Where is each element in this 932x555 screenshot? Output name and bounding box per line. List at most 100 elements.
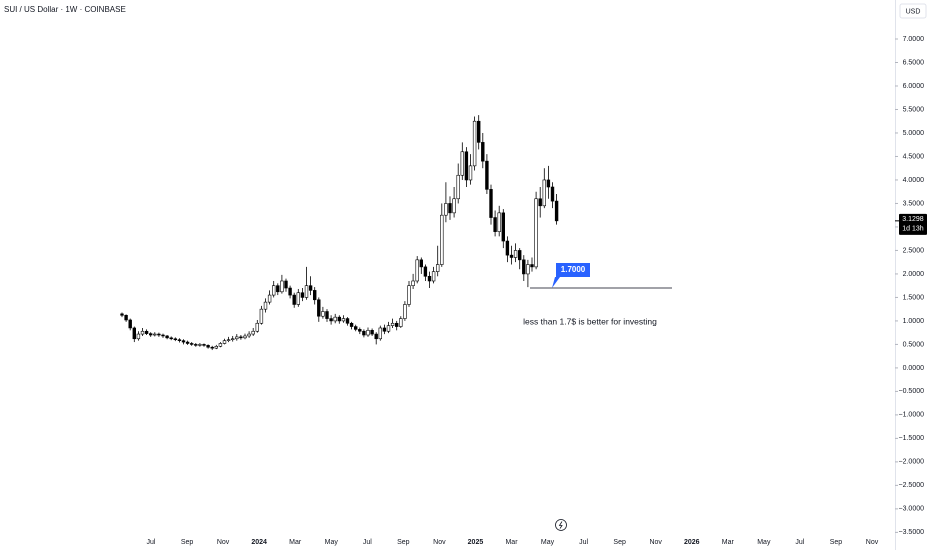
candle-body	[472, 120, 477, 167]
x-tick-label: Nov	[217, 539, 230, 546]
candles	[120, 115, 559, 351]
x-tick-label: 2024	[251, 539, 267, 546]
candle-body	[415, 259, 419, 282]
y-tick-label: 0.0000	[903, 365, 925, 372]
x-tick-label: Mar	[289, 539, 302, 546]
candle-body	[222, 340, 227, 344]
y-tick-label: 3.5000	[903, 200, 925, 207]
candle-body	[149, 333, 153, 336]
candle-body	[497, 212, 501, 232]
candle-body	[431, 271, 436, 282]
candle-body	[198, 344, 202, 346]
replay-icon[interactable]	[555, 519, 567, 531]
candle-body	[476, 120, 481, 143]
y-tick-label: 4.5000	[903, 153, 925, 160]
candle-body	[550, 186, 555, 202]
candle-body	[120, 313, 124, 316]
candle-body	[144, 330, 149, 334]
candle-body	[136, 333, 141, 340]
candle-body	[202, 344, 206, 346]
candle-body	[542, 179, 547, 207]
candle-body	[370, 330, 374, 335]
candle-body	[460, 151, 464, 176]
candle-body	[181, 340, 186, 343]
candle-body	[489, 189, 493, 218]
x-tick-label: Sep	[181, 539, 194, 546]
y-tick-label: 0.5000	[903, 341, 925, 348]
x-tick-label: Nov	[433, 539, 446, 546]
candle-body	[345, 318, 350, 324]
candle-body	[251, 330, 255, 335]
candle-body	[329, 318, 333, 322]
candle-body	[362, 330, 366, 336]
candle-body	[177, 339, 182, 341]
candle-body	[218, 343, 223, 347]
x-tick-label: Nov	[866, 539, 879, 546]
candle-body	[390, 322, 395, 326]
candle-body	[276, 285, 280, 293]
replay-circle	[555, 519, 567, 531]
candle-body	[239, 336, 243, 339]
candle-body	[206, 345, 210, 348]
candle-body	[403, 304, 407, 319]
candle-body	[407, 285, 411, 305]
candle-body	[341, 318, 346, 322]
candle-body	[526, 264, 530, 275]
y-tick-label: −2.0000	[899, 459, 925, 466]
currency-box[interactable]	[899, 3, 927, 19]
candle-body	[308, 285, 313, 291]
candle-body	[456, 174, 460, 200]
callout-label: 1.7000	[561, 265, 586, 274]
candle-body	[165, 335, 169, 339]
candle-body	[423, 266, 428, 277]
candle-body	[399, 318, 403, 327]
candle-body	[124, 314, 128, 321]
y-tick-label: 4.0000	[903, 177, 925, 184]
candle-body	[382, 327, 387, 332]
y-tick-label: 2.0000	[903, 271, 925, 278]
y-tick-label: −2.5000	[899, 482, 925, 489]
candle-body	[128, 319, 132, 329]
candle-body	[296, 292, 300, 305]
candle-body	[185, 341, 190, 344]
candle-body	[157, 333, 161, 336]
candle-body	[513, 250, 518, 258]
y-tick-label: 2.5000	[903, 247, 925, 254]
y-tick-label: −3.5000	[899, 529, 925, 536]
candle-body	[435, 264, 440, 272]
candle-body	[263, 301, 268, 310]
candle-body	[271, 285, 276, 296]
candle-body	[440, 214, 444, 265]
callout-rect	[556, 263, 590, 278]
candle-body	[153, 333, 157, 336]
x-tick-label: May	[757, 539, 771, 546]
last-price-box	[899, 213, 927, 235]
x-tick-label: Mar	[722, 539, 735, 546]
x-tick-label: Sep	[613, 539, 626, 546]
candle-body	[427, 275, 432, 282]
candle-body	[464, 151, 469, 181]
candle-body	[337, 316, 341, 322]
candle-body	[501, 212, 505, 242]
candle-body	[448, 203, 452, 214]
candle-body	[161, 334, 165, 337]
candle-body	[235, 336, 239, 340]
candle-body	[190, 343, 194, 345]
candle-body	[169, 337, 173, 340]
replay-bolt	[558, 521, 563, 529]
candle-body	[444, 203, 448, 216]
candle-body	[366, 330, 370, 336]
candle-body	[132, 327, 136, 340]
x-tick-label: Mar	[505, 539, 518, 546]
candle-body	[522, 259, 526, 275]
candle-body	[386, 325, 391, 332]
candle-body	[481, 142, 485, 162]
x-tick-label: Nov	[649, 539, 662, 546]
y-tick-label: −1.5000	[899, 435, 925, 442]
candle-body	[267, 294, 272, 303]
x-tick-label: Jul	[147, 539, 156, 546]
candle-body	[247, 333, 251, 337]
candle-body	[325, 311, 329, 319]
